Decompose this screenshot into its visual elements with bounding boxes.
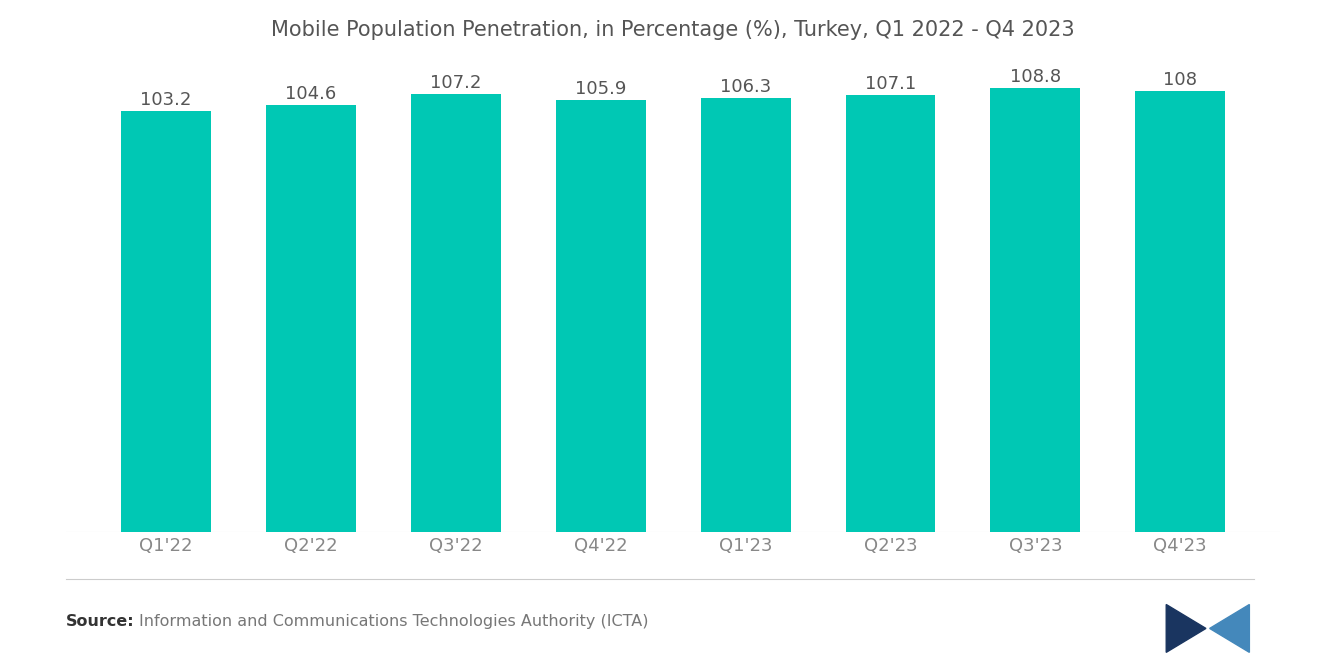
Bar <box>411 94 500 532</box>
Bar <box>267 105 356 532</box>
Bar <box>990 88 1080 532</box>
Text: 105.9: 105.9 <box>576 80 627 98</box>
Text: 107.1: 107.1 <box>865 74 916 92</box>
Bar <box>556 100 645 532</box>
Polygon shape <box>1209 604 1250 652</box>
Polygon shape <box>1166 604 1206 652</box>
Bar <box>1135 91 1225 532</box>
Text: 106.3: 106.3 <box>719 78 771 96</box>
Text: 108: 108 <box>1163 71 1197 89</box>
Text: Source:: Source: <box>66 614 135 629</box>
Text: 107.2: 107.2 <box>430 74 482 92</box>
Text: 103.2: 103.2 <box>140 90 191 108</box>
Text: 104.6: 104.6 <box>285 85 337 103</box>
Text: 108.8: 108.8 <box>1010 68 1061 86</box>
Text: Information and Communications Technologies Authority (ICTA): Information and Communications Technolog… <box>139 614 648 629</box>
Title: Mobile Population Penetration, in Percentage (%), Turkey, Q1 2022 - Q4 2023: Mobile Population Penetration, in Percen… <box>272 20 1074 40</box>
Bar <box>701 98 791 532</box>
Bar <box>846 94 936 532</box>
Bar <box>121 110 211 532</box>
